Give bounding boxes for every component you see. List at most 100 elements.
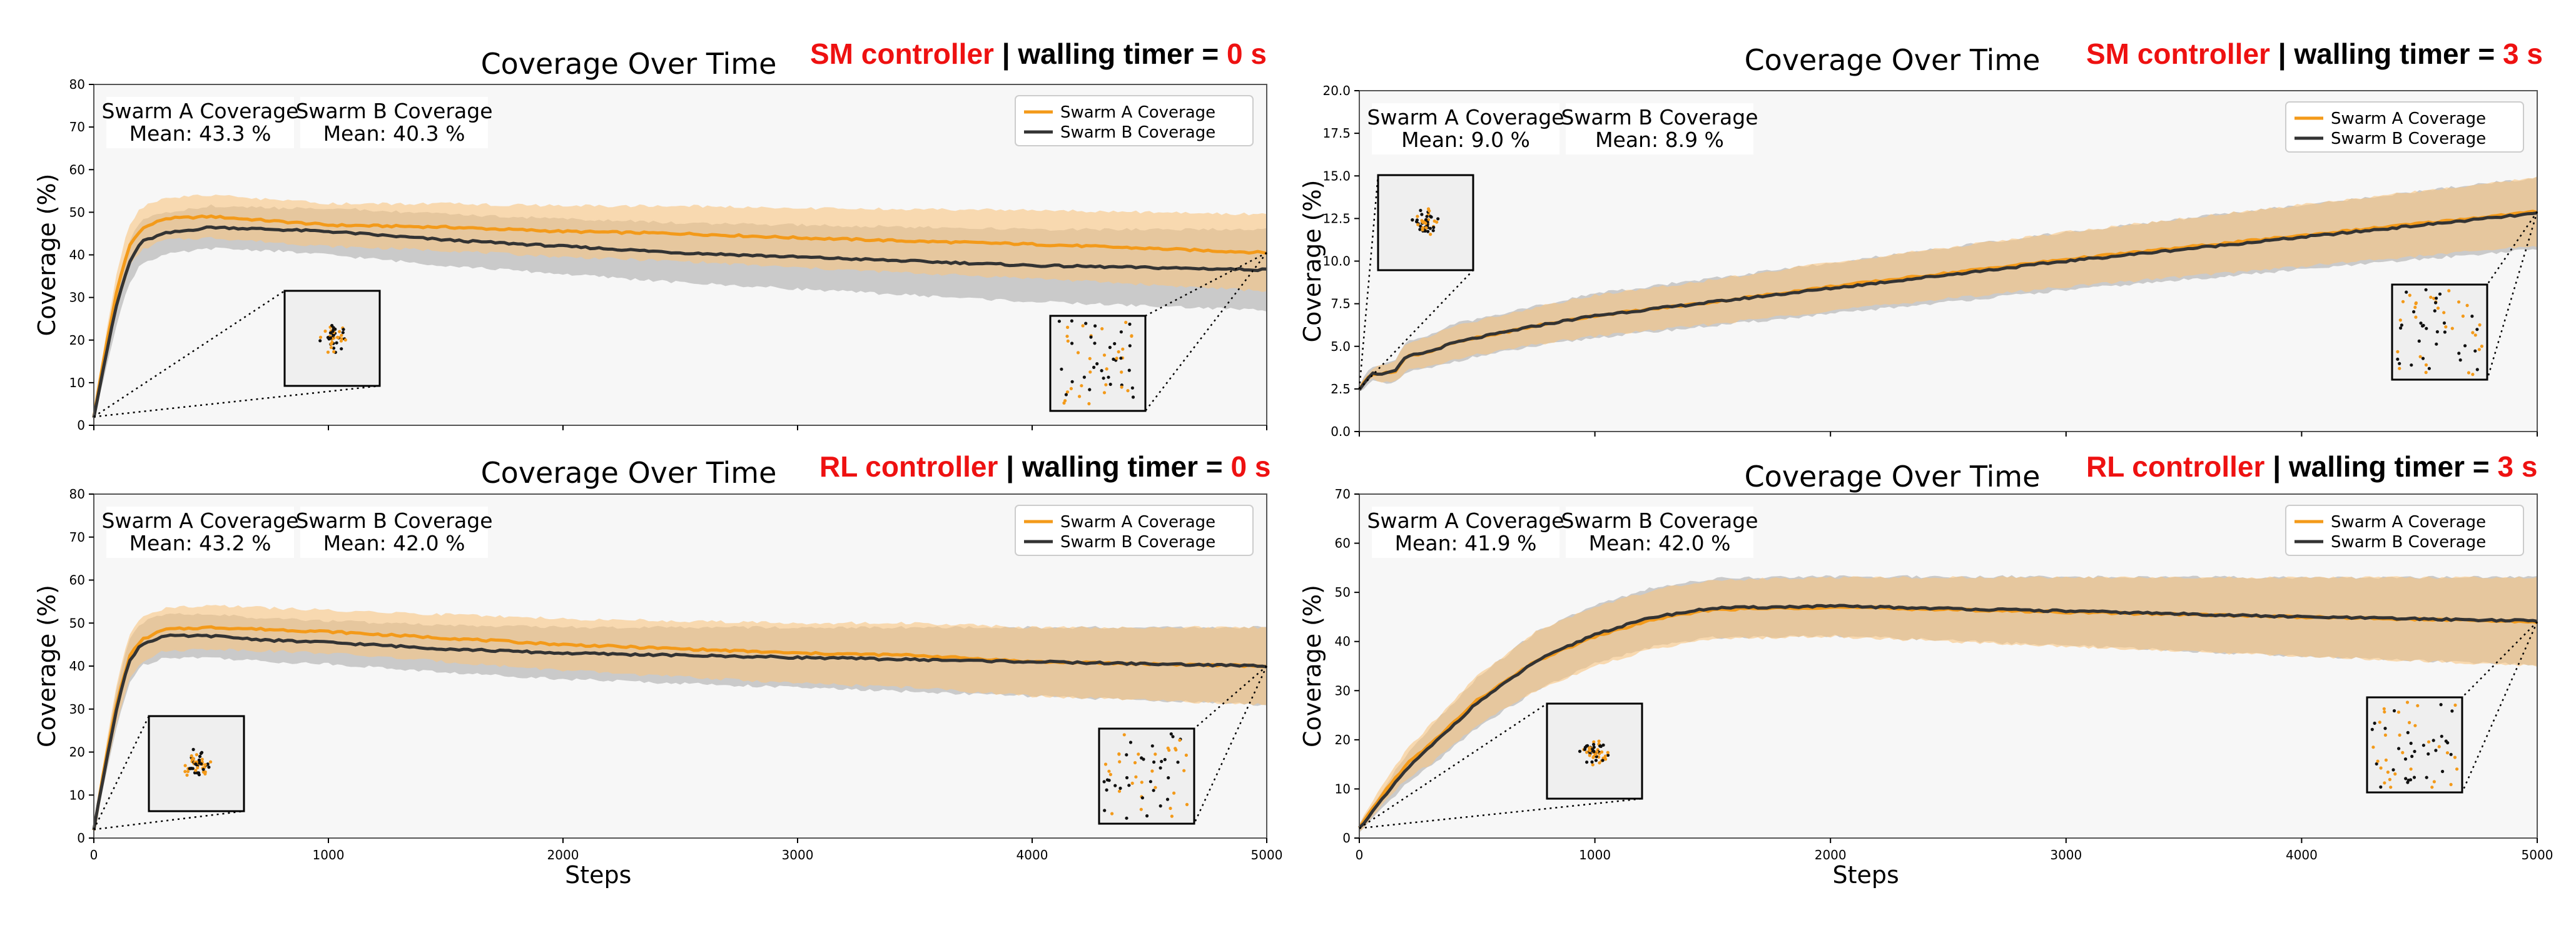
controller-name: RL controller [819,450,998,483]
swarm-b-agent [1140,756,1143,760]
swarm-b-agent [2463,344,2467,348]
swarm-b-agent [2373,721,2376,725]
swarm-b-agent [1102,377,1105,380]
swarm-b-agent [341,331,345,335]
swarm-b-agent [1100,369,1103,373]
swarm-a-agent [2447,289,2451,293]
swarm-b-agent [194,762,198,766]
swarm-a-agent [1108,772,1112,776]
y-tick-label: 60 [69,162,85,177]
swarm-a-agent [2477,348,2481,351]
swarm-a-agent [1137,752,1140,756]
swarm-a-agent [2405,700,2410,704]
swarm-a-agent [1424,221,1427,225]
swarm-b-agent [2427,366,2431,370]
swarm-b-agent [330,323,334,328]
swarm-a-coverage-line [92,214,1267,418]
swarm-a-agent [1081,324,1085,328]
swarm-b-agent [335,341,338,345]
swarm-snapshot-inset-clustered [283,290,381,387]
zoom-connector [2462,621,2538,698]
swarm-a-agent [1124,320,1128,325]
x-tick-label: 1000 [313,847,345,862]
swarm-a-agent [1170,814,1174,818]
swarm-b-agent [1163,757,1167,762]
swarm-b-agent [1060,367,1063,371]
swarm-a-agent [2442,311,2446,315]
zoom-connector [93,290,285,418]
y-tick-label: 80 [69,487,85,502]
swarm-a-agent [2389,786,2393,789]
swarm-a-agent [2430,786,2434,789]
swarm-a-agent [329,342,333,346]
stats-box-swarm-a [106,97,294,148]
swarm-b-agent [2400,323,2403,327]
swarm-a-agent [2383,733,2387,737]
y-tick-label: 2.5 [1331,382,1351,397]
swarm-a-agent [1603,754,1607,758]
swarm-a-agent [338,330,342,333]
swarm-a-agent [209,760,213,764]
controller-heading: RL controller | walling timer = 3 s [2086,450,2537,483]
swarm-b-agent [1594,759,1598,762]
swarm-b-agent [1119,330,1123,334]
swarm-a-agent [2398,733,2401,737]
zoom-connector [1359,702,1548,829]
swarm-snapshot-inset-dispersed [2391,283,2488,381]
controller-heading: RL controller | walling timer = 0 s [819,450,1270,483]
swarm-b-agent [1424,218,1428,221]
zoom-connector [2486,211,2538,380]
chart-panel-2: Coverage Over Time SM controller | wallin… [1299,38,2543,439]
swarm-a-agent [1065,390,1070,394]
swarm-a-agent [1104,383,1108,387]
swarm-snapshot-inset-dispersed [1098,727,1195,825]
swarm-a-agent [1122,733,1126,737]
swarm-b-agent [1145,814,1149,818]
swarm-b-agent [198,754,202,759]
x-tick-label: 3000 [2050,847,2082,862]
swarm-b-agent [1112,357,1115,361]
y-axis-label: Coverage (%) [33,585,61,747]
legend-label: Swarm B Coverage [2331,533,2486,552]
stats-box-swarm-b [300,507,488,558]
swarm-b-agent [1585,744,1588,748]
swarm-a-agent [1182,769,1186,772]
swarm-b-coverage-line [92,633,1267,831]
swarm-a-agent [1110,812,1114,816]
swarm-b-agent [332,346,336,350]
swarm-a-agent [2418,355,2422,358]
swarm-a-agent [1588,749,1592,752]
swarm-a-agent [1140,781,1143,784]
y-tick-label: 20.0 [1322,83,1351,98]
timer-value: 0 s [1227,38,1267,70]
chart-title: Coverage Over Time [1745,460,2041,493]
y-tick-label: 50 [1335,585,1351,600]
swarm-a-agent [195,753,198,757]
swarm-a-agent [2453,703,2457,707]
swarm-b-agent [2399,326,2403,330]
legend [2285,101,2524,153]
swarm-a-agent [2436,306,2440,310]
swarm-a-agent [1429,233,1433,236]
swarm-a-agent [1118,760,1122,764]
swarm-b-agent [1118,786,1122,790]
swarm-b-agent [2442,321,2447,325]
swarm-b-agent [2435,330,2439,334]
swarm-b-agent [1149,780,1152,784]
y-axis-label: Coverage (%) [1299,180,1326,343]
zoom-connector [1358,174,1379,389]
swarm-a-agent [1606,751,1610,754]
stats-box-swarm-b [300,97,488,148]
y-tick-label: 17.5 [1322,126,1351,141]
y-tick-label: 80 [69,77,85,92]
swarm-a-agent [2388,777,2391,781]
swarm-b-agent [2412,310,2416,314]
swarm-a-agent [1169,806,1172,811]
swarm-a-agent [2393,772,2397,776]
swarm-b-agent [1431,229,1435,233]
swarm-b-agent [1070,319,1073,323]
stats-mean: Mean: 43.2 % [129,531,271,555]
swarm-b-agent [331,330,335,333]
legend-label: Swarm B Coverage [1060,533,1215,552]
y-tick-label: 0 [77,418,85,433]
